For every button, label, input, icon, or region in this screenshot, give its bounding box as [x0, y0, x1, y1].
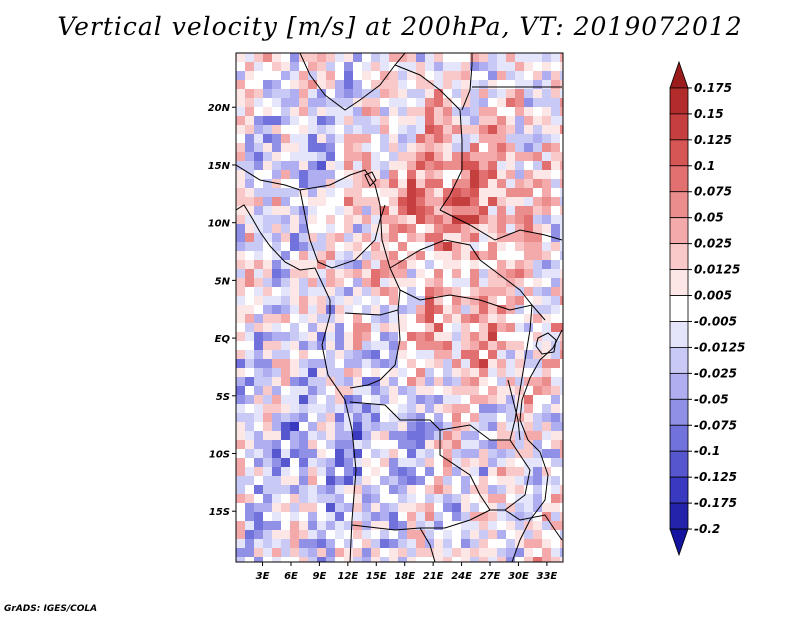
colorbar-label: -0.125 — [694, 470, 737, 484]
y-tick-label: 10S — [209, 450, 230, 461]
border-sudan-southsudan — [439, 209, 563, 241]
border-mozambique — [504, 509, 563, 541]
x-tick-label: 24E — [451, 571, 472, 582]
x-tick-label: 6E — [284, 571, 298, 582]
border-chad-sudan — [461, 53, 473, 111]
y-tick-label: 10N — [208, 219, 231, 230]
colorbar-label: -0.075 — [694, 418, 737, 432]
country-borders — [236, 53, 563, 562]
colorbar-segment — [669, 87, 689, 115]
colorbar-label: -0.175 — [694, 496, 737, 510]
lake-chad — [364, 171, 377, 187]
colorbar-label: 0.005 — [694, 289, 732, 303]
grads-credit: GrADS: IGES/COLA — [4, 604, 98, 614]
colorbar-label: 0.175 — [694, 81, 732, 95]
colorbar-segment — [669, 113, 689, 141]
border-sahel-west — [236, 164, 381, 206]
colorbar-segment — [669, 321, 689, 348]
colorbar-segment — [669, 528, 689, 557]
border-nigeria — [299, 189, 386, 269]
axes: 3E 6E 9E 12E 15E 18E 21E 24E 27E 30E 33E 20N 15N 10N 5… — [208, 103, 558, 582]
colorbar-label: -0.1 — [694, 444, 720, 458]
chart-title: Vertical velocity [m/s] at 200hPa, VT: 2… — [57, 12, 743, 41]
colorbar-label: 0.075 — [694, 185, 732, 199]
border-sahara-north — [299, 53, 406, 111]
colorbar-label: 0.025 — [694, 237, 732, 251]
velocity-field — [236, 53, 563, 562]
colorbar-label: -0.025 — [694, 366, 737, 380]
lake-tanganyika — [507, 379, 521, 441]
x-tick-label: 12E — [337, 571, 358, 582]
x-tick-label: 21E — [423, 571, 444, 582]
border-car — [389, 239, 533, 306]
colorbar-segment — [669, 372, 689, 400]
colorbar-label: 0.1 — [694, 159, 715, 173]
colorbar-label: 0.125 — [694, 133, 732, 147]
coastline-west-africa — [236, 204, 357, 562]
lake-victoria — [535, 332, 557, 355]
colorbar-label: 0.05 — [694, 211, 724, 225]
map-frame — [235, 52, 564, 563]
colorbar-label: -0.05 — [694, 392, 729, 406]
x-tick-label: 15E — [366, 571, 387, 582]
x-tick-label: 30E — [508, 571, 529, 582]
colorbar-segment — [669, 450, 689, 478]
colorbar-segment — [669, 60, 689, 89]
colorbar-segment — [669, 165, 689, 193]
y-tick-label: 20N — [208, 103, 231, 114]
border-namibia-botswana — [351, 509, 491, 531]
x-tick-label: 9E — [313, 571, 327, 582]
colorbar-label: -0.0125 — [694, 340, 745, 354]
colorbar-segment — [669, 139, 689, 167]
y-tick-label: EQ — [215, 334, 231, 345]
colorbar-label: -0.2 — [694, 522, 720, 536]
colorbar-label: -0.005 — [694, 314, 737, 328]
colorbar-segment — [669, 398, 689, 426]
y-tick-label: 15N — [208, 161, 231, 172]
colorbar — [669, 60, 692, 557]
border-southern — [419, 527, 436, 562]
colorbar-labels: 0.175 0.15 0.125 0.1 0.075 0.05 0.025 0.0125 0.0… — [694, 81, 745, 536]
coastline-east-africa — [511, 329, 563, 562]
x-tick-label: 3E — [256, 571, 270, 582]
x-tick-label: 33E — [537, 571, 558, 582]
border-drc-east — [509, 304, 533, 441]
colorbar-segment — [669, 502, 689, 530]
y-tick-label: 5S — [216, 392, 230, 403]
border-drc-congo — [349, 309, 401, 389]
colorbar-segment — [669, 243, 689, 270]
colorbar-segment — [669, 217, 689, 245]
colorbar-segment — [669, 191, 689, 219]
colorbar-segment — [669, 295, 689, 322]
colorbar-label: 0.0125 — [694, 263, 740, 277]
border-zambia — [439, 424, 531, 511]
colorbar-segment — [669, 269, 689, 296]
colorbar-label: 0.15 — [694, 107, 724, 121]
y-tick-label: 5N — [215, 276, 231, 287]
y-tick-label: 15S — [209, 507, 230, 518]
colorbar-segment — [669, 347, 689, 374]
x-tick-label: 18E — [394, 571, 415, 582]
x-tick-label: 27E — [480, 571, 501, 582]
colorbar-segment — [669, 424, 689, 452]
border-niger-chad — [394, 64, 463, 211]
colorbar-segment — [669, 476, 689, 504]
